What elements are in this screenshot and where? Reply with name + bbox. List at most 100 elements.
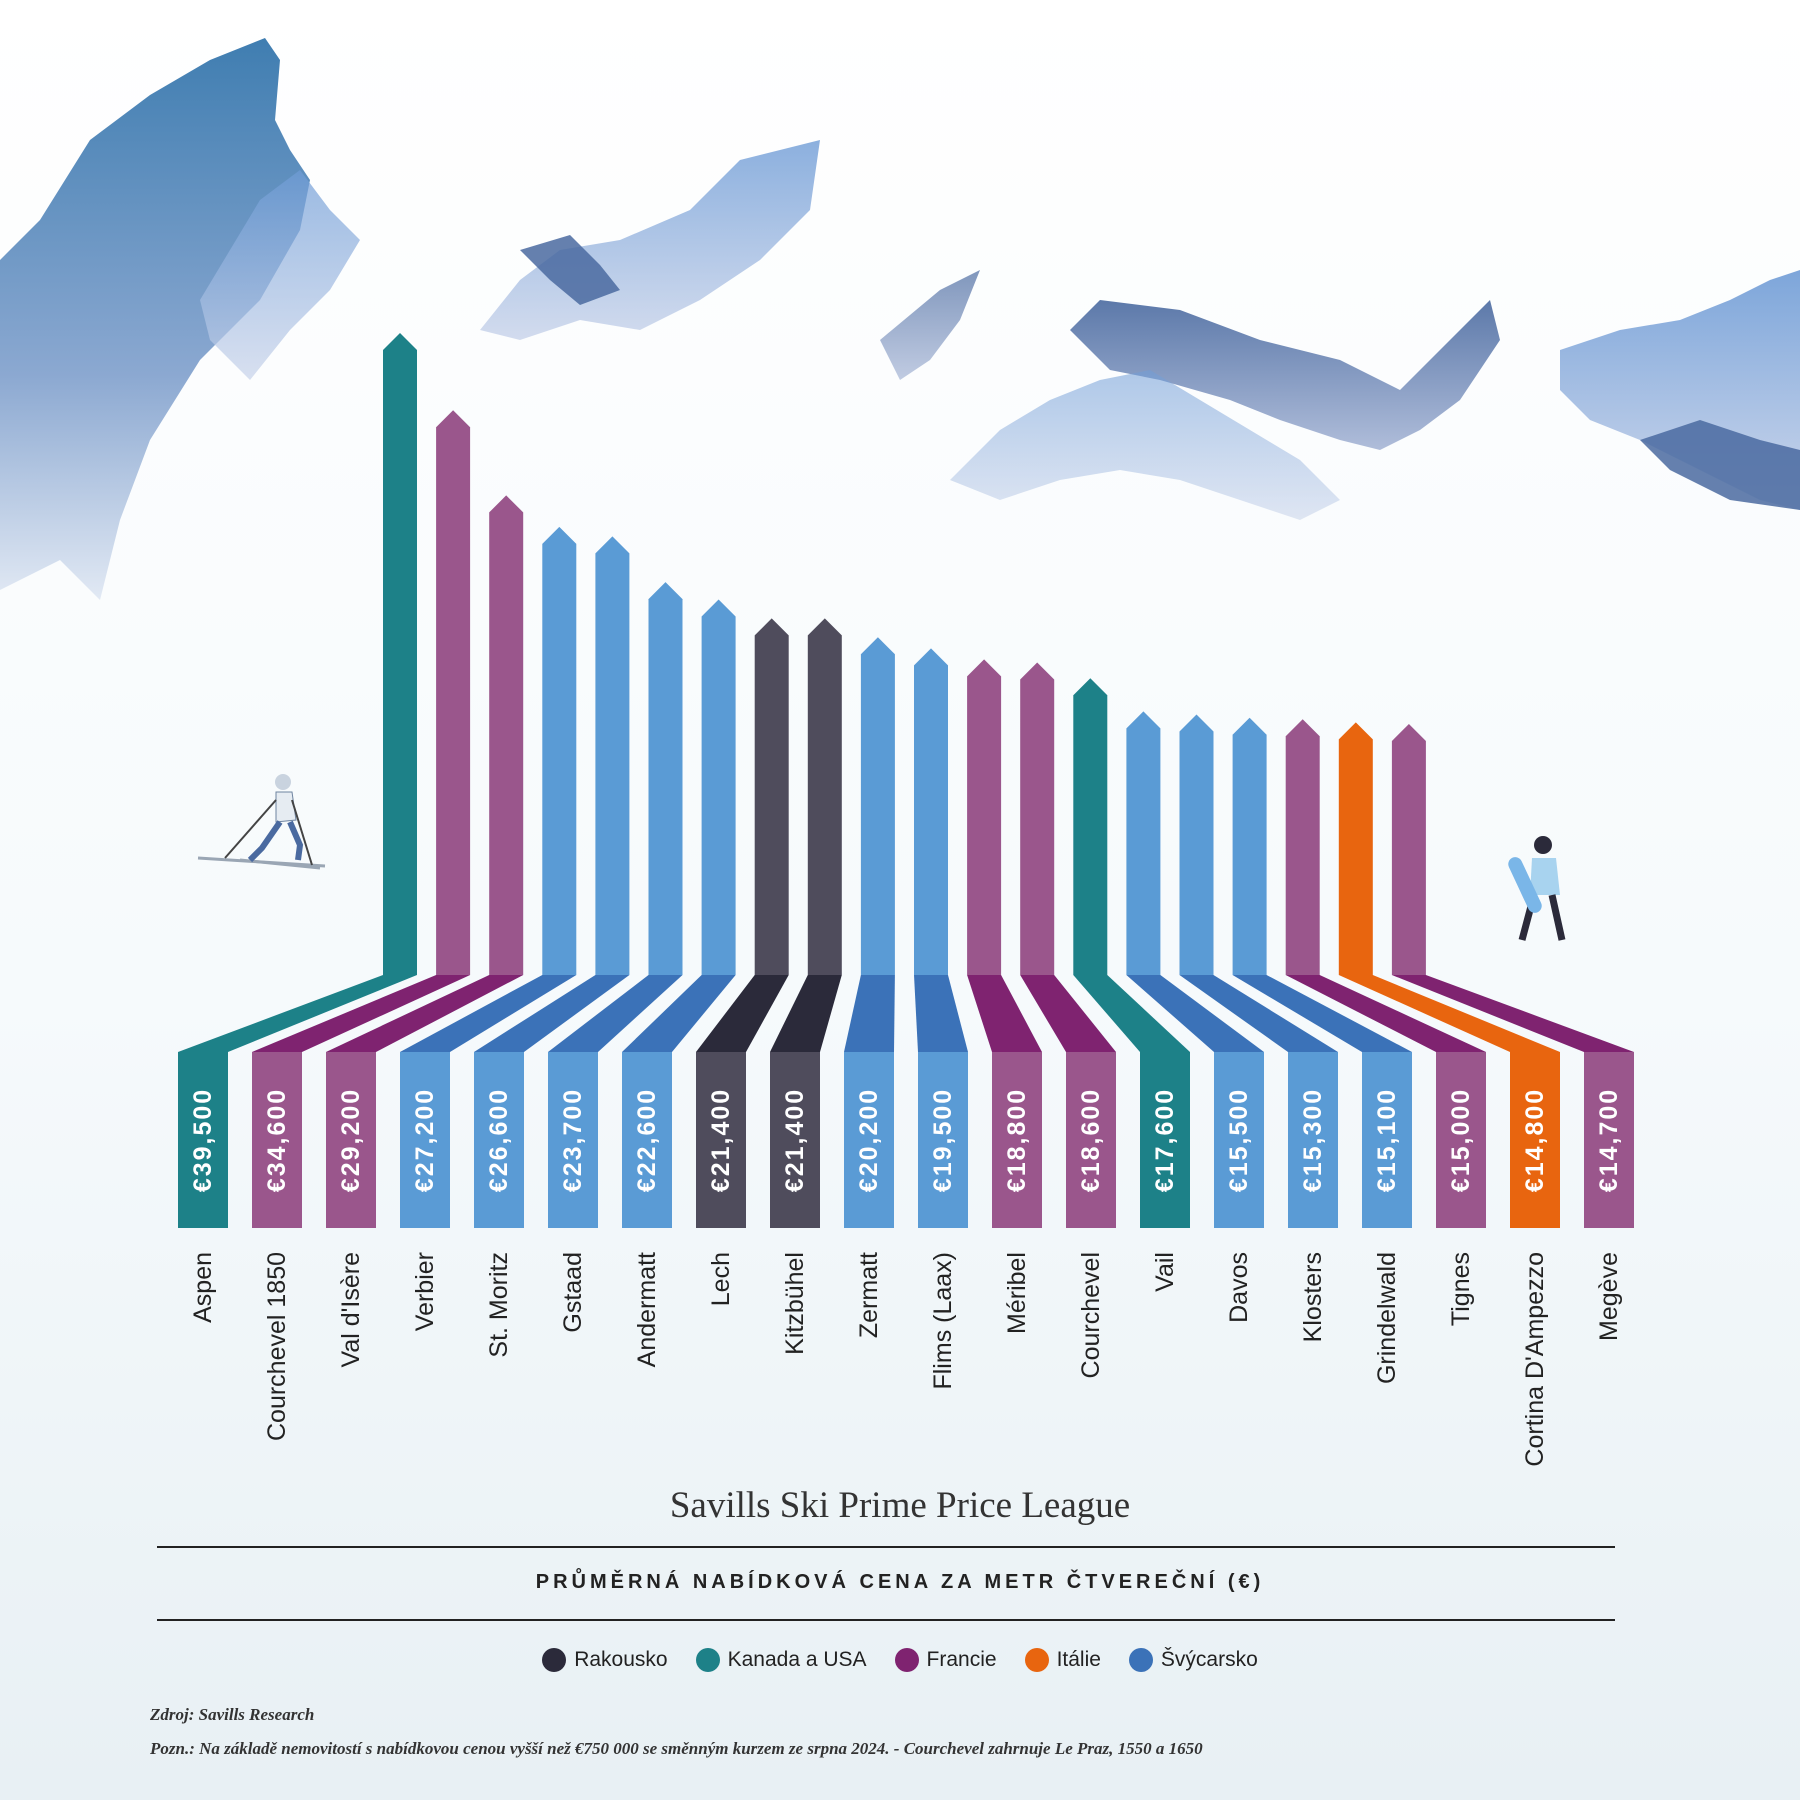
value-label: €34,600 xyxy=(263,1088,291,1192)
bar-connector-aspen xyxy=(178,975,417,1052)
category-label: Méribel xyxy=(1003,1252,1031,1334)
bar-connector-lech xyxy=(696,975,789,1052)
category-label: Verbier xyxy=(411,1252,439,1331)
chart-title: Savills Ski Prime Price League xyxy=(669,1485,1131,1526)
bar-lower-meg-ve xyxy=(1584,1052,1634,1228)
bar-lower-courchevel-1850 xyxy=(252,1052,302,1228)
legend-item: Rakousko xyxy=(542,1648,668,1672)
value-label: €22,600 xyxy=(633,1088,661,1192)
bar-connector-m-ribel xyxy=(967,975,1042,1052)
value-label: €39,500 xyxy=(189,1088,217,1192)
bar-upper-flims-laax- xyxy=(914,648,948,975)
legend-label: Francie xyxy=(926,1648,997,1671)
bar-lower-grindelwald xyxy=(1362,1052,1412,1228)
bar-connector-courchevel xyxy=(1020,975,1116,1052)
category-label: Lech xyxy=(707,1252,735,1306)
source-note: Zdroj: Savills Research xyxy=(150,1705,315,1724)
legend-item: Francie xyxy=(894,1648,997,1672)
bar-upper-davos xyxy=(1126,711,1161,975)
legend-swatch xyxy=(542,1648,567,1672)
divider-top xyxy=(157,1546,1615,1548)
category-label: Klosters xyxy=(1299,1252,1327,1342)
bar-upper-cortina-d-ampezzo xyxy=(1338,722,1373,975)
value-label: €21,400 xyxy=(707,1088,735,1192)
category-label: Cortina D'Ampezzo xyxy=(1521,1252,1549,1467)
legend-label: Švýcarsko xyxy=(1160,1648,1258,1671)
bar-lower-klosters xyxy=(1288,1052,1338,1228)
category-label: Courchevel xyxy=(1077,1252,1105,1378)
value-label: €23,700 xyxy=(559,1088,587,1192)
skier-illustration xyxy=(197,774,326,870)
bar-connector-andermatt xyxy=(622,975,736,1052)
legend-swatch xyxy=(894,1648,919,1672)
bar-upper-aspen xyxy=(383,333,417,975)
category-label: Grindelwald xyxy=(1373,1252,1401,1384)
bar-upper-lech xyxy=(754,618,789,975)
category-label: Courchevel 1850 xyxy=(263,1252,291,1441)
legend-item: Švýcarsko xyxy=(1128,1648,1258,1672)
bar-connector-klosters xyxy=(1179,975,1338,1052)
bar-upper-vail xyxy=(1073,678,1108,975)
legend-label: Rakousko xyxy=(574,1648,668,1671)
bar-upper-m-ribel xyxy=(967,659,1002,975)
bar-lower-val-d-is-re xyxy=(326,1052,376,1228)
legend: Rakousko Kanada a USA Francie Itálie Švýcars… xyxy=(0,1648,1800,1672)
category-label: Zermatt xyxy=(855,1252,883,1338)
value-label: €29,200 xyxy=(337,1088,365,1192)
legend-swatch xyxy=(1128,1648,1153,1672)
bar-connector-verbier xyxy=(400,975,577,1052)
value-label: €21,400 xyxy=(781,1088,809,1192)
bar-lower-lech xyxy=(696,1052,746,1228)
category-label: Tignes xyxy=(1447,1252,1475,1326)
bar-connector-davos xyxy=(1126,975,1264,1052)
bar-lower-kitzb-hel xyxy=(770,1052,820,1228)
bar-upper-gstaad xyxy=(648,582,683,975)
bars-layer: €39,500 Aspen €34,600 Courchevel 1850 €29,20… xyxy=(178,333,1634,1467)
bar-upper-kitzb-hel xyxy=(807,618,842,975)
mountains-illustration xyxy=(0,38,1800,600)
bar-connector-cortina-d-ampezzo xyxy=(1338,975,1560,1052)
category-label: Gstaad xyxy=(559,1252,587,1333)
bar-upper-grindelwald xyxy=(1232,717,1267,975)
value-label: €14,700 xyxy=(1595,1088,1623,1192)
bar-connector-grindelwald xyxy=(1232,975,1412,1052)
value-label: €26,600 xyxy=(485,1088,513,1192)
value-label: €20,200 xyxy=(855,1088,883,1192)
legend-swatch xyxy=(1024,1648,1049,1672)
category-label: Megève xyxy=(1595,1252,1623,1341)
value-label: €14,800 xyxy=(1521,1088,1549,1192)
snowboarder-illustration xyxy=(1508,836,1566,941)
bar-connector-meg-ve xyxy=(1391,975,1634,1052)
mountain-left-2 xyxy=(200,170,360,380)
legend-swatch xyxy=(695,1648,720,1672)
mountain-far-right-dark xyxy=(1640,420,1800,510)
category-label: Kitzbühel xyxy=(781,1252,809,1355)
mountain-left xyxy=(0,38,310,600)
legend-label: Kanada a USA xyxy=(727,1648,867,1671)
bar-connector-kitzb-hel xyxy=(770,975,842,1052)
bar-lower-courchevel xyxy=(1066,1052,1116,1228)
mountain-center-2 xyxy=(880,270,980,380)
bar-lower-m-ribel xyxy=(992,1052,1042,1228)
bar-upper-courchevel xyxy=(1020,662,1055,975)
legend-item: Itálie xyxy=(1024,1648,1101,1672)
bar-upper-tignes xyxy=(1285,719,1320,975)
value-label: €18,800 xyxy=(1003,1088,1031,1192)
bar-lower-verbier xyxy=(400,1052,450,1228)
chart-subtitle: PRŮMĚRNÁ NABÍDKOVÁ CENA ZA METR ČTVEREČN… xyxy=(535,1571,1265,1593)
bar-lower-zermatt xyxy=(844,1052,894,1228)
category-label: Aspen xyxy=(189,1252,217,1323)
mountain-right xyxy=(1070,300,1500,450)
bar-lower-flims-laax- xyxy=(918,1052,968,1228)
bar-connector-val-d-is-re xyxy=(326,975,524,1052)
bar-upper-st-moritz xyxy=(595,536,630,975)
value-label: €19,500 xyxy=(929,1088,957,1192)
value-label: €15,100 xyxy=(1373,1088,1401,1192)
category-label: Vail xyxy=(1151,1252,1179,1292)
bar-connector-courchevel-1850 xyxy=(252,975,471,1052)
bar-connector-gstaad xyxy=(548,975,683,1052)
bar-lower-vail xyxy=(1140,1052,1190,1228)
bar-upper-val-d-is-re xyxy=(489,495,524,975)
mountain-center xyxy=(480,140,820,340)
